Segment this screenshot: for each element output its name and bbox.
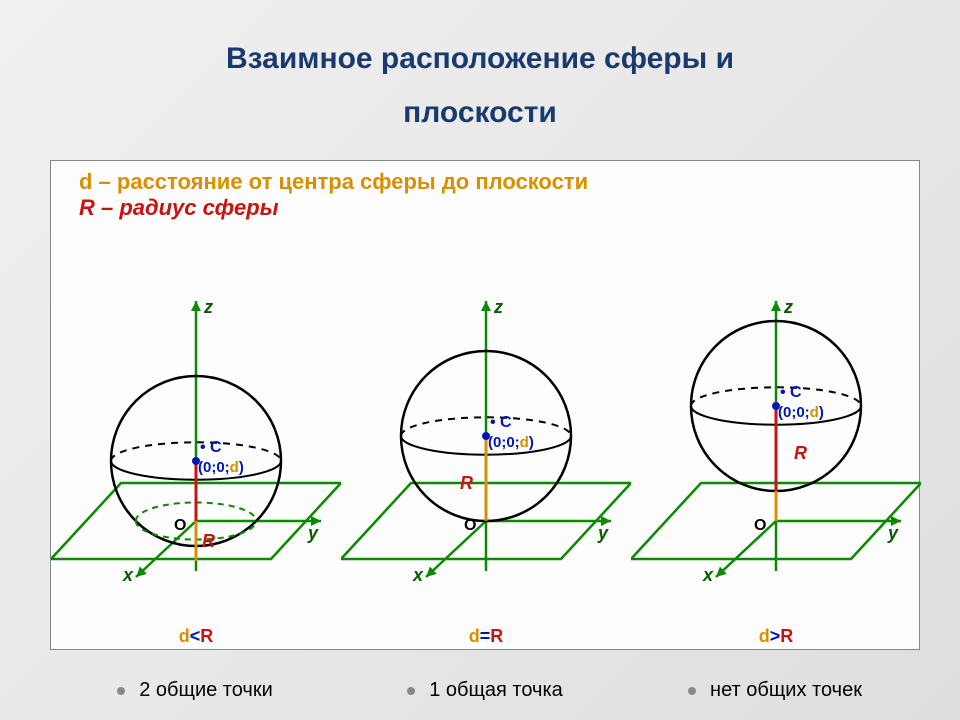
panel-svg: [51, 291, 341, 631]
bottom-label: 1 общая точка: [340, 679, 630, 702]
panel: z y x O • C (0;0;d) Rd=R: [341, 291, 631, 651]
axis-y-label: y: [598, 523, 608, 544]
bullet-icon: [117, 687, 125, 695]
coord-label: (0;0;d): [488, 434, 534, 451]
legend-d: d – расстояние от центра сферы до плоско…: [79, 169, 588, 195]
axis-x-label: x: [413, 565, 423, 586]
panel-svg: [631, 291, 921, 631]
radius-label: R: [794, 443, 807, 464]
bottom-label: 2 общие точки: [50, 679, 340, 702]
page-title: Взаимное расположение сферы и плоскости: [0, 0, 960, 140]
axis-z-label: z: [784, 297, 793, 318]
radius-label: R: [202, 531, 215, 552]
axis-y-label: y: [308, 523, 318, 544]
bottom-label: нет общих точек: [630, 679, 920, 702]
origin-label: O: [174, 517, 186, 535]
origin-label: O: [464, 517, 476, 535]
relation-label: d<R: [51, 626, 341, 647]
diagram-box: d – расстояние от центра сферы до плоско…: [50, 160, 920, 650]
relation-label: d>R: [631, 626, 921, 647]
axis-z-label: z: [494, 297, 503, 318]
panel: z y x O • C (0;0;d) Rd>R: [631, 291, 921, 651]
origin-label: O: [754, 517, 766, 535]
bullet-icon: [407, 687, 415, 695]
panel: z y x O • C (0;0;d) Rd<R: [51, 291, 341, 651]
axis-x-label: x: [123, 565, 133, 586]
bullet-icon: [688, 687, 696, 695]
bottom-labels: 2 общие точки1 общая точканет общих точе…: [50, 679, 920, 702]
relation-label: d=R: [341, 626, 631, 647]
axis-z-label: z: [204, 297, 213, 318]
title-line1: Взаимное расположение сферы и: [226, 42, 734, 75]
legend: d – расстояние от центра сферы до плоско…: [79, 169, 588, 221]
axis-y-label: y: [888, 523, 898, 544]
panel-svg: [341, 291, 631, 631]
center-label: • C: [780, 384, 802, 402]
legend-r: R – радиус сферы: [79, 195, 588, 221]
title-line2: плоскости: [403, 96, 557, 129]
panels-row: z y x O • C (0;0;d) Rd<R z y x O • C (0;0;d) Rd=R: [51, 291, 919, 651]
coord-label: (0;0;d): [198, 459, 244, 476]
center-label: • C: [200, 439, 222, 457]
radius-label: R: [460, 473, 473, 494]
axis-x-label: x: [703, 565, 713, 586]
center-label: • C: [490, 414, 512, 432]
coord-label: (0;0;d): [778, 404, 824, 421]
